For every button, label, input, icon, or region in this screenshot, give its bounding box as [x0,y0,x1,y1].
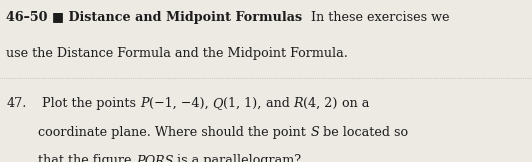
Text: 47.: 47. [6,97,27,110]
Text: In these exercises we: In these exercises we [303,11,449,24]
Text: that the figure: that the figure [38,154,136,162]
Text: 46–50 ■ Distance and Midpoint Formulas: 46–50 ■ Distance and Midpoint Formulas [6,11,303,24]
Text: (4, 2): (4, 2) [303,97,337,110]
Text: S: S [310,126,319,139]
Text: on a: on a [337,97,369,110]
Text: Plot the points: Plot the points [38,97,140,110]
Text: PQRS: PQRS [136,154,173,162]
Text: use the Distance Formula and the Midpoint Formula.: use the Distance Formula and the Midpoin… [6,47,348,60]
Text: (−1, −4),: (−1, −4), [149,97,209,110]
Text: coordinate plane. Where should the point: coordinate plane. Where should the point [38,126,310,139]
Text: be located so: be located so [319,126,408,139]
Text: P: P [140,97,149,110]
Text: R: R [294,97,303,110]
Text: and: and [262,97,294,110]
Text: is a parallelogram?: is a parallelogram? [173,154,302,162]
Text: Q: Q [213,97,223,110]
Text: (1, 1),: (1, 1), [223,97,262,110]
